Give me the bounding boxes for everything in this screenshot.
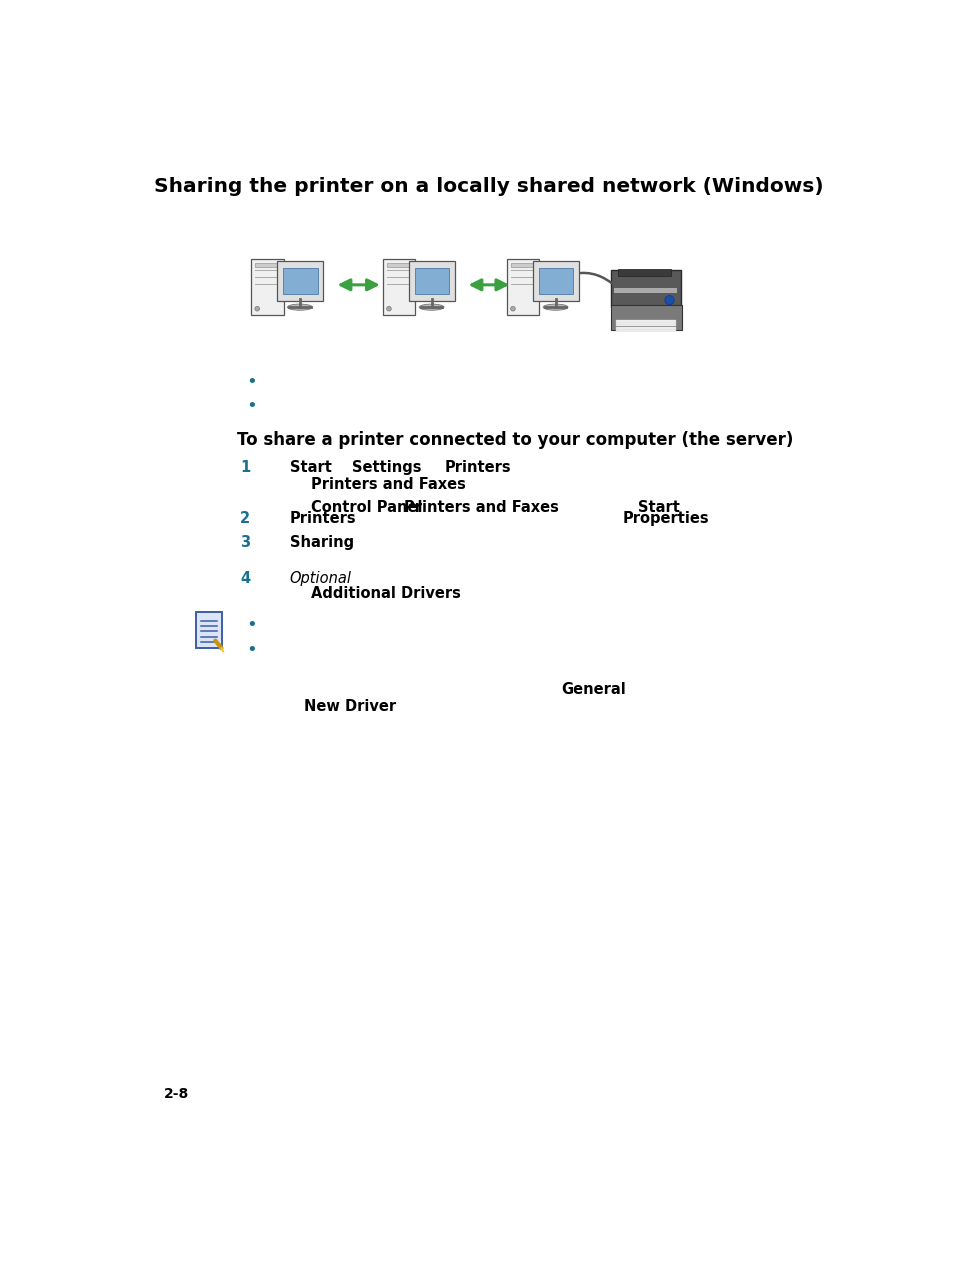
Text: Printers: Printers — [444, 461, 511, 475]
Text: General: General — [560, 682, 625, 697]
FancyBboxPatch shape — [616, 320, 676, 321]
Text: Settings: Settings — [352, 461, 421, 475]
FancyBboxPatch shape — [382, 259, 415, 315]
FancyBboxPatch shape — [254, 263, 279, 267]
FancyBboxPatch shape — [613, 288, 677, 292]
Text: •: • — [246, 641, 256, 659]
Text: Additional Drivers: Additional Drivers — [311, 585, 461, 601]
FancyBboxPatch shape — [510, 263, 535, 267]
Text: 1: 1 — [240, 461, 250, 475]
Ellipse shape — [542, 304, 567, 310]
Text: New Driver: New Driver — [303, 698, 395, 714]
Text: Start: Start — [290, 461, 332, 475]
Text: 3: 3 — [240, 535, 250, 550]
FancyBboxPatch shape — [618, 269, 670, 276]
Text: Properties: Properties — [622, 512, 709, 526]
FancyBboxPatch shape — [506, 259, 538, 315]
Text: Sharing: Sharing — [290, 535, 354, 550]
FancyBboxPatch shape — [616, 325, 676, 326]
Text: To share a printer connected to your computer (the server): To share a printer connected to your com… — [236, 431, 793, 450]
Text: Printers and Faxes: Printers and Faxes — [404, 500, 558, 516]
FancyBboxPatch shape — [386, 263, 411, 267]
Text: Sharing the printer on a locally shared network (Windows): Sharing the printer on a locally shared … — [154, 177, 822, 196]
Circle shape — [254, 306, 259, 311]
FancyBboxPatch shape — [537, 268, 573, 295]
Text: Printers: Printers — [290, 512, 356, 526]
Text: Optional: Optional — [290, 570, 352, 585]
Circle shape — [510, 306, 515, 311]
FancyBboxPatch shape — [277, 260, 323, 301]
Text: •: • — [246, 372, 256, 391]
Ellipse shape — [418, 304, 443, 310]
Text: Control Panel: Control Panel — [311, 500, 422, 516]
Text: 4: 4 — [240, 570, 250, 585]
FancyBboxPatch shape — [195, 612, 222, 648]
FancyBboxPatch shape — [533, 260, 578, 301]
Ellipse shape — [287, 304, 312, 310]
Circle shape — [664, 296, 674, 305]
FancyBboxPatch shape — [616, 329, 676, 331]
FancyBboxPatch shape — [616, 323, 676, 324]
Text: Start: Start — [638, 500, 679, 516]
Text: 2-8: 2-8 — [164, 1087, 190, 1101]
FancyBboxPatch shape — [610, 305, 681, 329]
Text: Printers and Faxes: Printers and Faxes — [311, 478, 466, 493]
FancyBboxPatch shape — [415, 268, 449, 295]
FancyBboxPatch shape — [282, 268, 317, 295]
Text: •: • — [246, 398, 256, 415]
FancyBboxPatch shape — [616, 326, 676, 329]
FancyBboxPatch shape — [409, 260, 455, 301]
FancyBboxPatch shape — [611, 271, 680, 307]
FancyBboxPatch shape — [251, 259, 283, 315]
Text: •: • — [246, 616, 256, 634]
Text: 2: 2 — [240, 512, 250, 526]
Circle shape — [386, 306, 391, 311]
